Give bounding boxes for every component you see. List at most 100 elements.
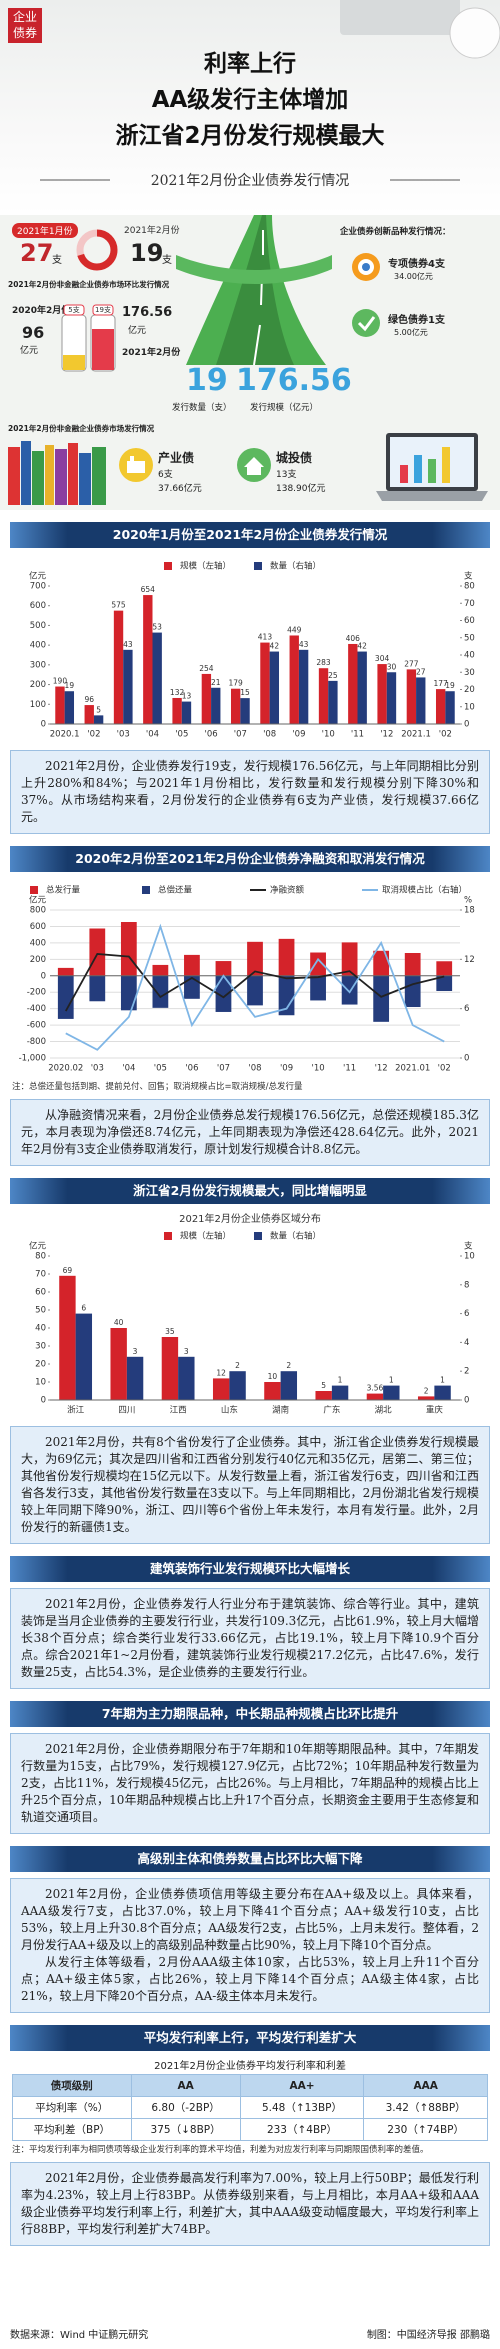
data-label: 19 bbox=[445, 681, 455, 690]
y-tick-label: -200 bbox=[27, 988, 46, 998]
bar bbox=[89, 928, 106, 976]
y-tick-label: 200 bbox=[30, 680, 46, 690]
bar bbox=[406, 669, 417, 724]
bar bbox=[201, 673, 212, 724]
issue-count-label: 发行数量（支） bbox=[172, 403, 232, 413]
bar bbox=[373, 950, 390, 976]
data-label: 132 bbox=[170, 688, 185, 697]
y-tick-label: 300 bbox=[30, 660, 46, 670]
table-row: 平均利率（%） 6.80（-2BP） 5.48（↑13BP） 3.42（↑88BP） bbox=[12, 2096, 488, 2119]
bar bbox=[55, 686, 65, 724]
x-tick-label: '11 bbox=[351, 730, 364, 740]
y-tick-label: 0 bbox=[41, 971, 46, 981]
bar bbox=[289, 635, 299, 724]
x-tick-label: '09 bbox=[280, 1064, 293, 1074]
paragraph-box: 2021年2月份，企业债券发行19支，发行规模176.56亿元，与上年同期相比分… bbox=[10, 750, 490, 834]
y-axis-label: 亿元 bbox=[29, 571, 47, 582]
y2-tick-label: 12 bbox=[464, 955, 475, 965]
data-label: 5 bbox=[321, 1381, 326, 1390]
bar bbox=[435, 689, 446, 724]
bar bbox=[310, 975, 326, 1001]
x-tick-label: 广东 bbox=[323, 1405, 340, 1416]
data-label: 1 bbox=[389, 1376, 394, 1385]
jar-label: 5支 bbox=[68, 305, 79, 314]
paragraph-box: 2021年2月份，企业债券最高发行利率为7.00%，较上月上行50BP；最低发行… bbox=[10, 2162, 490, 2246]
this-month-label: 2021年2月份 bbox=[124, 226, 180, 236]
bar bbox=[152, 975, 169, 1008]
bar bbox=[348, 643, 358, 724]
bar bbox=[315, 1391, 332, 1400]
legend-swatch bbox=[254, 562, 262, 570]
section-banner: 平均发行利率上行，平均发行利差扩大 bbox=[10, 2025, 490, 2051]
x-tick-label: '03 bbox=[117, 730, 130, 740]
bar bbox=[328, 680, 338, 724]
y2-axis-label: 支 bbox=[464, 571, 473, 582]
x-tick-label: 浙江 bbox=[67, 1405, 85, 1416]
data-label: 2 bbox=[424, 1386, 429, 1395]
section-banner: 7年期为主力期限品种，中长期品种规模占比环比提升 bbox=[10, 1701, 490, 1727]
x-tick-label: 2021.1 bbox=[401, 730, 431, 740]
data-label: 35 bbox=[165, 1327, 175, 1336]
y-tick-label: 200 bbox=[30, 955, 46, 965]
road bbox=[176, 215, 332, 365]
cell: 6.80（-2BP） bbox=[130, 2096, 241, 2119]
x-tick-label: 2021.01 bbox=[395, 1064, 430, 1074]
prev-month-label: 2021年1月份 bbox=[12, 223, 78, 238]
yoy-prev-label: 2020年2月份 bbox=[12, 306, 71, 316]
bar bbox=[172, 697, 182, 724]
x-tick-label: 2020.02 bbox=[48, 1064, 83, 1074]
cell: 375（↓8BP） bbox=[130, 2118, 241, 2141]
bar bbox=[93, 715, 104, 724]
yoy-cur-amount: 176.56 bbox=[122, 305, 173, 320]
data-label: 179 bbox=[229, 679, 244, 688]
x-tick-label: 湖南 bbox=[272, 1405, 289, 1416]
line bbox=[64, 953, 445, 1012]
y2-tick-label: 30 bbox=[464, 668, 475, 678]
x-tick-label: '07 bbox=[217, 1064, 230, 1074]
y-tick-label: -600 bbox=[27, 1021, 46, 1031]
credit: 制图：中国经济导报 邵鹏璐 bbox=[366, 2330, 490, 2341]
header-cell: AAA bbox=[363, 2074, 488, 2097]
caption: 2021年2月份非金融企业债券市场发行情况 bbox=[8, 424, 155, 433]
paragraph: 从发行主体等级看，2月份AAA级主体10家，占比53%，较上月上升11个百分点；… bbox=[21, 1955, 479, 2003]
bar bbox=[184, 975, 200, 999]
unit: 支 bbox=[52, 255, 62, 266]
data-label: 1 bbox=[440, 1376, 445, 1385]
green-bond: 绿色债券1支 bbox=[388, 315, 445, 326]
bar bbox=[366, 1393, 384, 1400]
industry-amount: 37.66亿元 bbox=[158, 484, 202, 494]
legend-label: 净融资额 bbox=[270, 885, 305, 896]
innovation-icons bbox=[352, 253, 380, 337]
rate-table: 债项级别 AA AA+ AAA 平均利率（%） 6.80（-2BP） 5.48（↑13BP）… bbox=[12, 2074, 488, 2141]
y2-tick-label: 60 bbox=[464, 616, 475, 626]
legend-swatch bbox=[142, 886, 150, 894]
y-tick-label: -800 bbox=[27, 1037, 46, 1047]
bar bbox=[377, 664, 387, 724]
x-tick-label: '06 bbox=[185, 1064, 198, 1074]
section-banner: 建筑装饰行业发行规模环比大幅增长 bbox=[10, 1556, 490, 1582]
y-tick-label: 500 bbox=[30, 621, 46, 631]
y-tick-label: 800 bbox=[30, 906, 46, 916]
bar bbox=[240, 698, 250, 724]
y2-tick-label: 10 bbox=[464, 1252, 475, 1262]
data-label: 69 bbox=[63, 1266, 73, 1275]
bar bbox=[143, 595, 153, 724]
bar bbox=[260, 642, 270, 724]
y2-axis-label: % bbox=[464, 896, 472, 906]
bar bbox=[89, 975, 106, 1002]
bar bbox=[278, 938, 295, 976]
data-label: 2 bbox=[235, 1361, 240, 1370]
section-banner: 高级别主体和债券数量占比环比大幅下降 bbox=[10, 1846, 490, 1872]
x-tick-label: '11 bbox=[343, 1064, 356, 1074]
y-axis-label: 亿元 bbox=[29, 1241, 47, 1252]
y2-tick-label: 50 bbox=[464, 633, 475, 643]
bar bbox=[445, 691, 455, 724]
laptop bbox=[376, 433, 488, 501]
x-tick-label: '05 bbox=[154, 1064, 167, 1074]
prev-month-count: 27 bbox=[20, 239, 54, 267]
paragraph: 2021年2月份，共有8个省份发行了企业债券。其中，浙江省企业债券发行规模最大，… bbox=[21, 1435, 479, 1534]
y-tick-label: 20 bbox=[35, 1360, 46, 1370]
data-label: 19 bbox=[65, 681, 75, 690]
x-tick-label: '02 bbox=[438, 1064, 451, 1074]
